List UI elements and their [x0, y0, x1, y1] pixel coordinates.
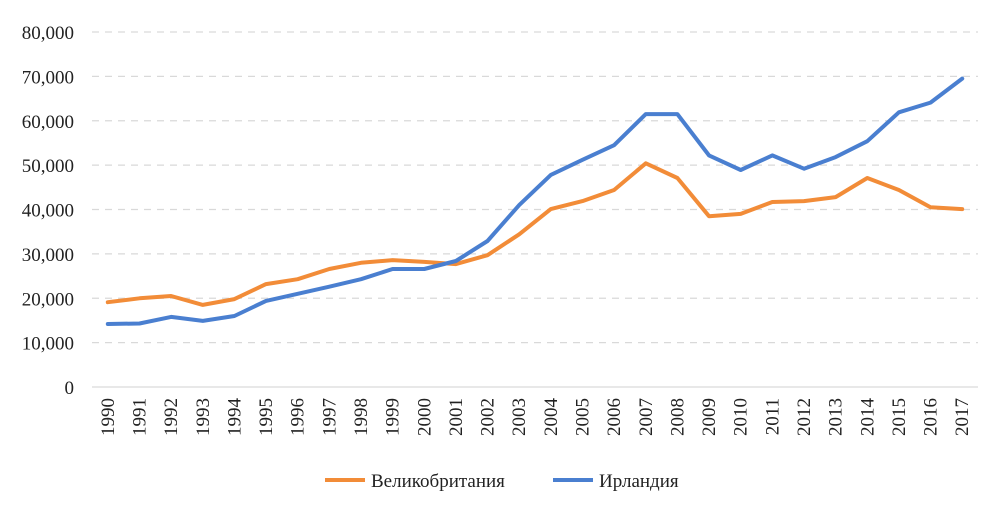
x-tick-label: 1999: [383, 398, 404, 436]
x-tick-label: 1997: [319, 398, 340, 436]
x-axis-ticks: 1990 1991 1992 1993 1994 1995 1996 1997 1998 1999…: [98, 398, 973, 437]
x-tick-label: 2012: [794, 398, 815, 436]
legend: Великобритания Ирландия: [325, 471, 679, 492]
x-tick-label: 1996: [288, 398, 309, 436]
x-tick-label: 1998: [351, 398, 372, 436]
y-tick-label: 80,000: [22, 23, 74, 44]
y-axis-ticks: 0 10,000 20,000 30,000 40,000 50,000 60,000 70,…: [22, 23, 74, 399]
x-tick-label: 1993: [193, 398, 214, 436]
legend-label: Ирландия: [599, 471, 679, 492]
y-tick-label: 0: [65, 378, 75, 399]
gridlines: [92, 32, 978, 387]
x-tick-label: 2002: [478, 398, 499, 436]
y-tick-label: 70,000: [22, 67, 74, 88]
x-tick-label: 2013: [826, 398, 847, 436]
legend-label: Великобритания: [371, 471, 505, 492]
y-tick-label: 10,000: [22, 334, 74, 355]
x-tick-label: 2005: [572, 398, 593, 436]
x-tick-label: 2010: [731, 398, 752, 436]
x-tick-label: 1990: [98, 398, 119, 436]
x-tick-label: 2008: [667, 398, 688, 436]
x-tick-label: 2000: [414, 398, 435, 436]
x-tick-label: 2004: [541, 398, 562, 437]
y-tick-label: 30,000: [22, 245, 74, 266]
x-tick-label: 2011: [762, 398, 783, 435]
y-tick-label: 20,000: [22, 289, 74, 310]
series-line-ireland: [108, 79, 962, 324]
x-tick-label: 1994: [224, 398, 245, 437]
x-tick-label: 2006: [604, 398, 625, 436]
y-tick-label: 60,000: [22, 112, 74, 133]
series-lines: [108, 78, 963, 324]
x-tick-label: 1992: [161, 398, 182, 436]
series-line-uk: [108, 163, 962, 305]
y-tick-label: 40,000: [22, 201, 74, 222]
x-tick-label: 1995: [256, 398, 277, 436]
x-tick-label: 2001: [446, 398, 467, 436]
y-tick-label: 50,000: [22, 156, 74, 177]
x-tick-label: 2016: [921, 398, 942, 436]
x-tick-label: 1991: [129, 398, 150, 436]
x-tick-label: 2003: [509, 398, 530, 436]
x-tick-label: 2017: [952, 398, 973, 436]
x-tick-label: 2007: [636, 398, 657, 436]
x-tick-label: 2015: [889, 398, 910, 436]
x-tick-label: 2014: [857, 398, 878, 437]
x-tick-label: 2009: [699, 398, 720, 436]
